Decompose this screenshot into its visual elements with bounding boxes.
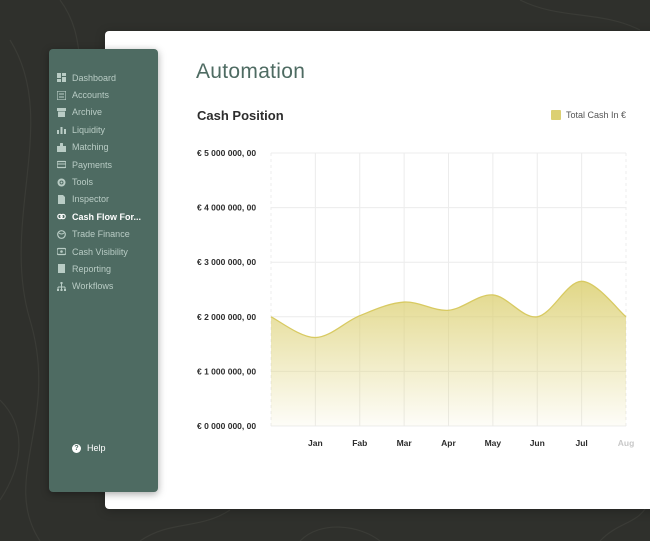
sidebar-item-payments[interactable]: Payments [49, 156, 158, 173]
sidebar: Dashboard Accounts Archive Liquidity Matchin… [49, 49, 158, 492]
legend-label: Total Cash In € [566, 110, 627, 120]
accounts-icon [57, 90, 66, 100]
y-tick-label: € 2 000 000, 00 [197, 312, 256, 322]
sidebar-nav: Dashboard Accounts Archive Liquidity Matchin… [49, 69, 158, 295]
sidebar-item-cash-flow-for[interactable]: Cash Flow For... [49, 208, 158, 225]
sidebar-item-matching[interactable]: Matching [49, 139, 158, 156]
y-tick-label: € 4 000 000, 00 [197, 203, 256, 213]
chart-legend[interactable]: Total Cash In € [551, 110, 626, 120]
x-tick-label: Aug [618, 438, 635, 448]
sidebar-item-dashboard[interactable]: Dashboard [49, 69, 158, 86]
eye-icon [57, 247, 66, 256]
help-label: Help [87, 443, 106, 453]
chain-icon [57, 212, 66, 221]
sidebar-item-inspector[interactable]: Inspector [49, 191, 158, 208]
x-tick-label: May [485, 438, 502, 448]
sidebar-item-accounts[interactable]: Accounts [49, 86, 158, 103]
x-tick-label: Jun [530, 438, 545, 448]
y-tick-label: € 5 000 000, 00 [197, 148, 256, 158]
credit-card-icon [57, 160, 66, 169]
gear-icon [57, 178, 66, 187]
legend-swatch [551, 110, 561, 120]
y-tick-label: € 1 000 000, 00 [197, 366, 256, 376]
x-tick-label: Apr [441, 438, 456, 448]
chart-title: Cash Position [197, 108, 284, 123]
sidebar-item-cash-visibility[interactable]: Cash Visibility [49, 243, 158, 260]
puzzle-icon [57, 142, 66, 152]
document-icon [57, 194, 66, 204]
help-button[interactable]: ? Help [72, 443, 106, 453]
workflow-icon [57, 281, 66, 291]
series-area-total-cash [271, 281, 626, 426]
help-icon: ? [72, 443, 81, 453]
x-tick-label: Jul [575, 438, 587, 448]
globe-icon [57, 229, 66, 239]
dashboard-icon [57, 73, 66, 83]
sidebar-item-reporting[interactable]: Reporting [49, 260, 158, 277]
archive-icon [57, 107, 66, 117]
sidebar-item-archive[interactable]: Archive [49, 104, 158, 121]
report-icon [57, 264, 66, 274]
y-tick-label: € 3 000 000, 00 [197, 257, 256, 267]
sidebar-item-tools[interactable]: Tools [49, 173, 158, 190]
bar-chart-icon [57, 125, 66, 135]
x-tick-label: Fab [352, 438, 367, 448]
sidebar-item-workflows[interactable]: Workflows [49, 278, 158, 295]
y-tick-label: € 0 000 000, 00 [197, 421, 256, 431]
series-line-total-cash [270, 280, 627, 339]
page-title: Automation [196, 60, 306, 83]
sidebar-item-liquidity[interactable]: Liquidity [49, 121, 158, 138]
sidebar-item-trade-finance[interactable]: Trade Finance [49, 226, 158, 243]
x-tick-label: Mar [397, 438, 413, 448]
x-tick-label: Jan [308, 438, 323, 448]
